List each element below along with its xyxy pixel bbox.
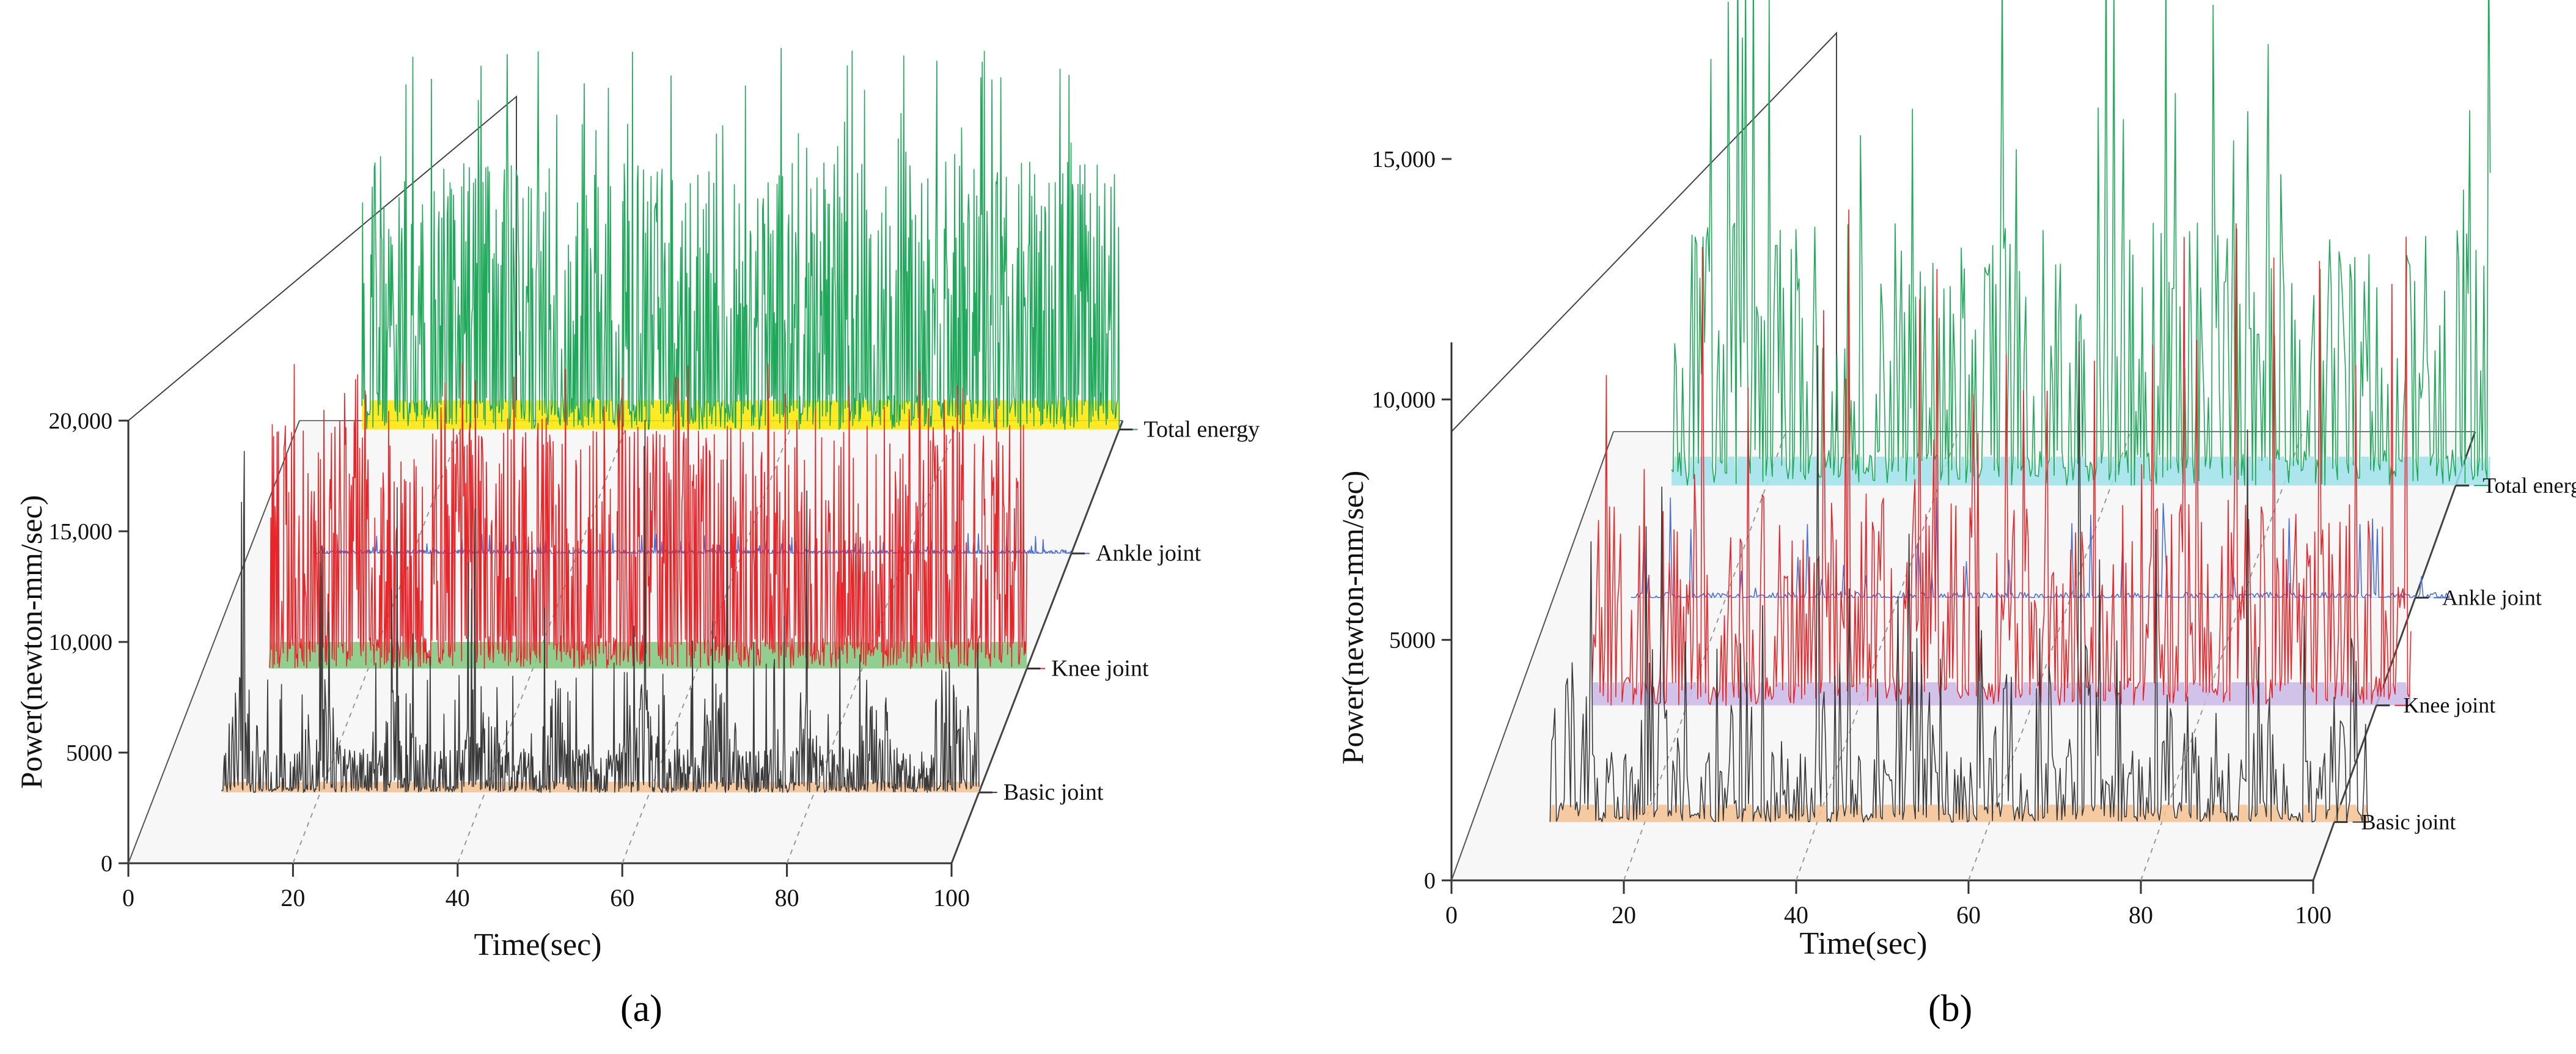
series-label: Basic joint bbox=[1004, 779, 1104, 805]
series-line-knee-joint bbox=[1591, 209, 2412, 706]
x-tick-label: 60 bbox=[1956, 901, 1981, 929]
panel-a-caption: (a) bbox=[620, 988, 662, 1030]
y-tick-label: 15,000 bbox=[49, 519, 113, 545]
series-fill-knee-joint bbox=[269, 642, 1027, 669]
series-line-total-energy bbox=[1671, 0, 2491, 486]
panel-a-y-axis-title: Power(newton-mm/sec) bbox=[14, 495, 48, 789]
y-tick-label: 15,000 bbox=[1372, 147, 1436, 172]
panel-b-x-axis-title: Time(sec) bbox=[1800, 926, 1928, 961]
panel-b-x-axis-ticks: 0 20 40 60 80 100 bbox=[1445, 880, 2332, 929]
panel-b-y-axis-ticks: 0 5000 10,000 15,000 bbox=[1372, 147, 1451, 894]
y-tick-label: 10,000 bbox=[49, 630, 113, 655]
panel-a-right-depth-axis bbox=[950, 420, 1124, 864]
panel-a-chart: 0 20 40 60 80 100 0 5000 10,000 15,000 20,000 Tot… bbox=[14, 48, 1260, 962]
series-line-ankle-joint bbox=[1631, 496, 2450, 599]
series-fill-total-energy bbox=[362, 400, 1120, 430]
series-label: Ankle joint bbox=[1096, 540, 1201, 566]
panel-b-floor bbox=[1451, 432, 2475, 880]
series-fill-basic-joint bbox=[1550, 805, 2369, 822]
y-tick-label: 0 bbox=[1424, 868, 1436, 894]
panel-b-floor-diagonal bbox=[1451, 431, 1614, 881]
series-label: Total energy bbox=[2482, 473, 2576, 498]
y-tick-label: 5000 bbox=[66, 740, 112, 766]
series-label: Ankle joint bbox=[2442, 586, 2542, 610]
y-tick-label: 10,000 bbox=[1372, 387, 1436, 413]
panel-a-back-wall-outline bbox=[128, 95, 517, 421]
x-tick-label: 80 bbox=[775, 884, 799, 912]
x-tick-label: 0 bbox=[122, 884, 134, 912]
x-tick-label: 40 bbox=[1784, 901, 1808, 929]
x-tick-label: 40 bbox=[446, 884, 470, 912]
series-label: Total energy bbox=[1143, 416, 1260, 442]
panel-b-y-axis-title: Power(newton-mm/sec) bbox=[1335, 471, 1370, 764]
x-tick-label: 100 bbox=[2295, 901, 2332, 929]
series-label: Basic joint bbox=[2361, 810, 2456, 835]
x-tick-label: 20 bbox=[281, 884, 305, 912]
series-line-knee-joint bbox=[269, 363, 1027, 669]
panel-b-back-wall-outline bbox=[1451, 31, 1837, 432]
panel-a-y-axis-ticks: 0 5000 10,000 15,000 20,000 bbox=[49, 408, 128, 877]
series-fill-knee-joint bbox=[1592, 682, 2411, 706]
x-tick-label: 80 bbox=[2129, 901, 2153, 929]
panel-a-floor-diagonal bbox=[128, 420, 300, 864]
series-label: Knee joint bbox=[2403, 693, 2495, 718]
panel-b-series-labels: Total energy Ankle joint Knee joint Basic j… bbox=[2334, 473, 2576, 835]
series-line-basic-joint bbox=[1549, 341, 2369, 823]
panel-b-chart: 0 20 40 60 80 100 0 5000 10,000 15,000 Total ene… bbox=[1335, 0, 2576, 961]
series-line-total-energy bbox=[361, 48, 1120, 430]
panel-a-x-axis-title: Time(sec) bbox=[474, 927, 602, 962]
x-tick-label: 100 bbox=[933, 884, 970, 912]
x-tick-label: 0 bbox=[1445, 901, 1458, 929]
x-tick-label: 20 bbox=[1612, 901, 1636, 929]
y-tick-label: 0 bbox=[101, 851, 112, 877]
x-tick-label: 60 bbox=[610, 884, 634, 912]
panel-b-caption: (b) bbox=[1928, 988, 1973, 1030]
series-line-basic-joint bbox=[221, 419, 980, 793]
y-tick-label: 5000 bbox=[1389, 628, 1436, 654]
y-tick-label: 20,000 bbox=[49, 408, 113, 434]
panel-a-series-labels: Total energy Ankle joint Knee joint Basic j… bbox=[978, 416, 1260, 805]
series-label: Knee joint bbox=[1051, 655, 1149, 681]
panel-a-x-axis-ticks: 0 20 40 60 80 100 bbox=[122, 863, 970, 912]
series-fill-total-energy bbox=[1671, 456, 2490, 486]
panel-b-series-group bbox=[1549, 0, 2491, 823]
